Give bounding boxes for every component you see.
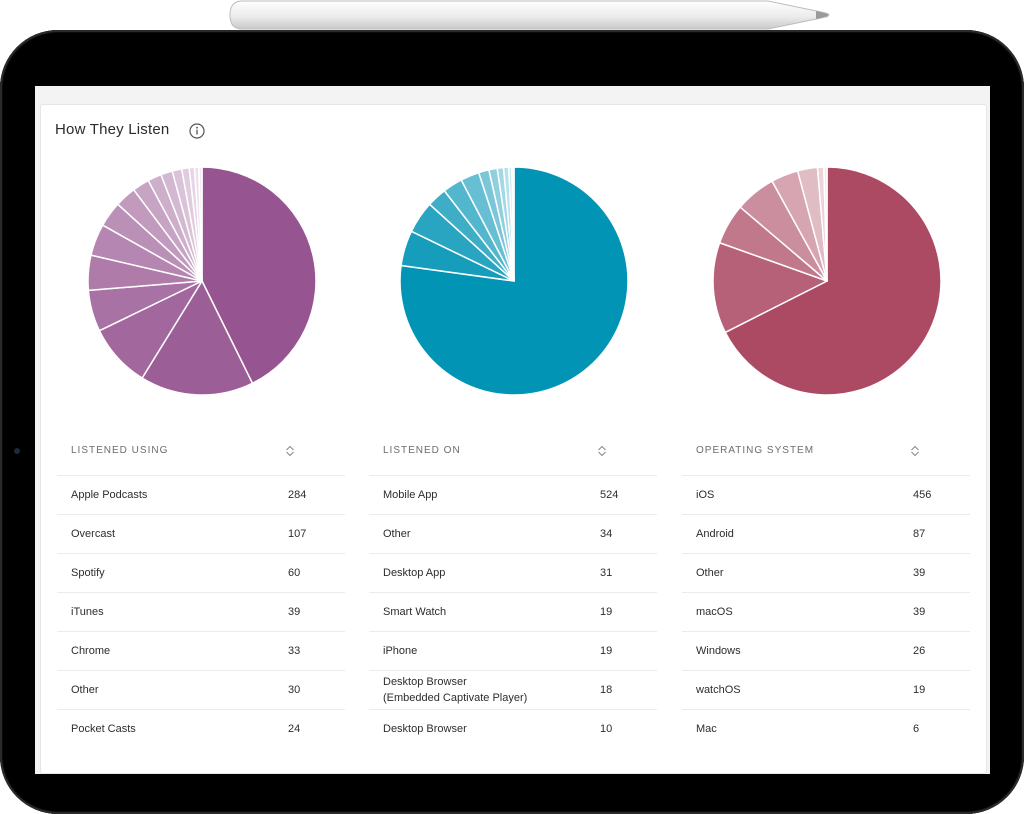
table-row: Pocket Casts 24 — [57, 710, 345, 748]
table-row: Overcast 107 — [57, 515, 345, 554]
row-label: Pocket Casts — [71, 723, 136, 735]
row-count: 524 — [600, 489, 619, 501]
camera-dot — [14, 448, 20, 454]
table-row: Chrome 33 — [57, 632, 345, 671]
pie-slice[interactable] — [712, 242, 828, 334]
row-label: Desktop App — [383, 567, 446, 579]
row-label: Other — [71, 684, 99, 696]
row-label: Apple Podcasts — [71, 489, 148, 501]
row-count: 60 — [288, 567, 301, 579]
row-label: iPhone — [383, 645, 418, 657]
pie-slice[interactable] — [399, 166, 629, 396]
pie-slice[interactable] — [823, 166, 828, 282]
stylus-pencil — [229, 0, 830, 30]
row-count: 34 — [600, 528, 613, 540]
table-row: Other 39 — [682, 554, 970, 593]
table-row: Apple Podcasts 284 — [57, 476, 345, 515]
row-count: 26 — [913, 645, 926, 657]
row-label: Other — [383, 528, 411, 540]
table-listened-using: LISTENED USING Apple Podcasts 284 Overcast 1… — [57, 430, 345, 748]
row-count: 19 — [600, 606, 613, 618]
row-label: Mac — [696, 723, 717, 735]
row-count: 39 — [913, 606, 926, 618]
section-title: How They Listen — [55, 121, 170, 138]
row-label: watchOS — [696, 684, 741, 696]
sort-icon[interactable] — [910, 445, 920, 457]
table-row: iTunes 39 — [57, 593, 345, 632]
row-count: 30 — [288, 684, 301, 696]
table-header: OPERATING SYSTEM — [682, 430, 970, 476]
row-label: Chrome — [71, 645, 111, 657]
row-label: Spotify — [71, 567, 105, 579]
pie-slice[interactable] — [511, 166, 515, 282]
how-they-listen-card: How They Listen LISTENED USING Apple Podc… — [40, 104, 987, 774]
table-row: Mac 6 — [682, 710, 970, 748]
row-count: 456 — [913, 489, 932, 501]
pie-slice[interactable] — [201, 166, 317, 384]
row-count: 6 — [913, 723, 920, 735]
row-label: Android — [696, 528, 734, 540]
table-row: watchOS 19 — [682, 671, 970, 710]
table-row: Desktop Browser 10 — [369, 710, 657, 748]
row-count: 284 — [288, 489, 307, 501]
table-row: iPhone 19 — [369, 632, 657, 671]
row-label: Overcast — [71, 528, 116, 540]
row-label: Desktop Browser — [383, 723, 467, 735]
pie-chart-listened-on — [399, 166, 629, 396]
table-row: Smart Watch 19 — [369, 593, 657, 632]
row-count: 31 — [600, 567, 613, 579]
info-circle-icon[interactable] — [189, 123, 205, 139]
sort-icon[interactable] — [285, 445, 295, 457]
row-label: iTunes — [71, 606, 104, 618]
table-header: LISTENED USING — [57, 430, 345, 476]
table-listened-on: LISTENED ON Mobile App 524 Other 34 Desktop A… — [369, 430, 657, 748]
column-header-label: OPERATING SYSTEM — [696, 445, 815, 456]
table-row: Desktop App 31 — [369, 554, 657, 593]
table-row: Desktop Browser (Embedded Captivate Playe… — [369, 671, 657, 710]
table-row: Other 30 — [57, 671, 345, 710]
row-label: Other — [696, 567, 724, 579]
pie-slice[interactable] — [141, 280, 254, 396]
row-label: iOS — [696, 489, 715, 501]
pie-slice[interactable] — [724, 166, 942, 396]
table-header: LISTENED ON — [369, 430, 657, 476]
pie-chart-operating-system — [712, 166, 942, 396]
tablet-screen: How They Listen LISTENED USING Apple Podc… — [35, 86, 990, 774]
row-count: 19 — [600, 645, 613, 657]
row-label: Desktop Browser (Embedded Captivate Playe… — [383, 676, 528, 704]
row-label: Mobile App — [383, 489, 438, 501]
row-label: Windows — [696, 645, 741, 657]
row-count: 24 — [288, 723, 301, 735]
row-count: 18 — [600, 684, 613, 696]
table-row: Windows 26 — [682, 632, 970, 671]
row-count: 10 — [600, 723, 613, 735]
row-label: Smart Watch — [383, 606, 447, 618]
table-row: iOS 456 — [682, 476, 970, 515]
table-row: Android 87 — [682, 515, 970, 554]
row-count: 39 — [913, 567, 926, 579]
row-count: 87 — [913, 528, 926, 540]
pie-slice[interactable] — [198, 166, 203, 282]
table-row: Other 34 — [369, 515, 657, 554]
table-row: Spotify 60 — [57, 554, 345, 593]
table-row: Mobile App 524 — [369, 476, 657, 515]
pie-chart-listened-using — [87, 166, 317, 396]
row-count: 39 — [288, 606, 301, 618]
column-header-label: LISTENED ON — [383, 445, 461, 456]
column-header-label: LISTENED USING — [71, 445, 169, 456]
table-operating-system: OPERATING SYSTEM iOS 456 Android 87 Other 39 ma… — [682, 430, 970, 748]
row-label: macOS — [696, 606, 733, 618]
table-row: macOS 39 — [682, 593, 970, 632]
row-count: 107 — [288, 528, 307, 540]
row-count: 19 — [913, 684, 926, 696]
row-count: 33 — [288, 645, 301, 657]
sort-icon[interactable] — [597, 445, 607, 457]
